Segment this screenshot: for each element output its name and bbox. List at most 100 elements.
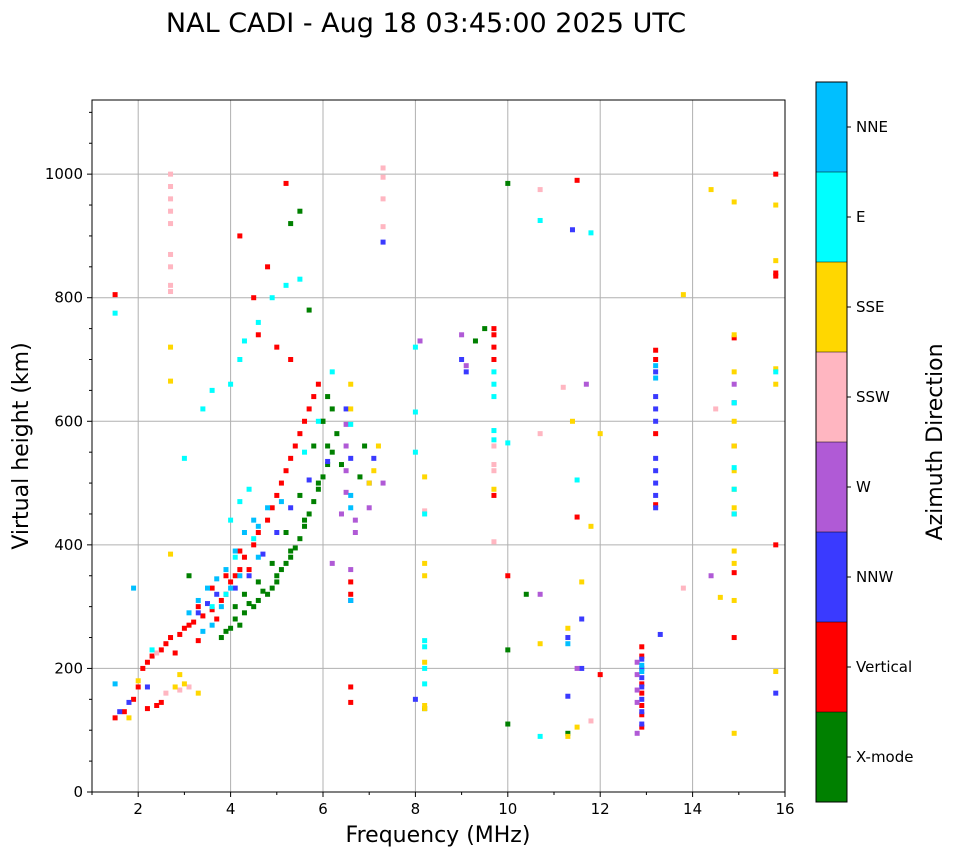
echo-point-nne — [653, 375, 659, 381]
echo-point-ssw — [163, 690, 169, 696]
echo-point-x-mode — [218, 635, 224, 641]
echo-point-x-mode — [329, 406, 335, 412]
echo-point-sse — [773, 258, 779, 264]
x-tick-label: 10 — [498, 800, 517, 818]
x-tick-label: 14 — [683, 800, 702, 818]
echo-point-vertical — [195, 604, 201, 610]
echo-point-ssw — [168, 251, 174, 257]
echo-point-ssw — [168, 282, 174, 288]
echo-point-vertical — [653, 357, 659, 362]
echo-point-sse — [731, 597, 737, 603]
echo-point-e — [232, 554, 238, 560]
echo-point-vertical — [639, 681, 645, 687]
echo-point-e — [491, 381, 497, 387]
x-tick-label: 4 — [226, 800, 236, 818]
echo-point-sse — [126, 715, 132, 721]
echo-point-nnw — [639, 721, 645, 727]
echo-point-w — [343, 468, 349, 474]
echo-point-e — [149, 647, 155, 653]
echo-point-x-mode — [482, 326, 488, 332]
echo-point-x-mode — [505, 180, 511, 186]
echo-point-x-mode — [232, 616, 238, 622]
echo-point-vertical — [232, 573, 238, 579]
echo-point-e — [412, 344, 418, 350]
echo-point-sse — [366, 480, 372, 486]
echo-point-vertical — [218, 597, 224, 603]
echo-point-vertical — [292, 443, 298, 449]
colorbar-segment — [816, 262, 847, 352]
echo-point-vertical — [255, 530, 261, 535]
echo-point-vertical — [177, 631, 183, 637]
echo-point-w — [634, 699, 640, 705]
echo-point-e — [255, 319, 261, 325]
echo-point-nnw — [380, 239, 386, 245]
echo-point-vertical — [574, 177, 580, 183]
echo-point-x-mode — [306, 511, 312, 517]
echo-point-w — [634, 672, 640, 678]
echo-point-nnw — [246, 573, 252, 579]
echo-point-sse — [168, 344, 174, 350]
echo-point-ssw — [713, 406, 719, 412]
echo-point-e — [209, 604, 215, 610]
echo-point-w — [634, 659, 640, 665]
echo-point-ssw — [560, 384, 566, 390]
echo-point-x-mode — [505, 647, 511, 653]
echo-point-nnw — [348, 455, 354, 461]
echo-point-nnw — [459, 357, 465, 362]
echo-point-nnw — [653, 406, 659, 412]
echo-point-x-mode — [274, 579, 280, 585]
echo-point-x-mode — [255, 579, 261, 585]
echo-point-x-mode — [297, 492, 303, 498]
echo-point-e — [228, 381, 234, 387]
echo-point-sse — [371, 468, 377, 474]
echo-point-vertical — [265, 517, 271, 523]
echo-point-e — [269, 295, 275, 301]
echo-point-sse — [348, 381, 354, 387]
echo-point-x-mode — [302, 517, 308, 523]
echo-point-sse — [579, 579, 585, 585]
echo-point-e — [588, 230, 594, 236]
echo-point-vertical — [255, 332, 261, 338]
echo-point-nne — [348, 505, 354, 511]
echo-point-x-mode — [186, 573, 192, 579]
echo-point-x-mode — [297, 536, 303, 542]
echo-point-nne — [255, 523, 261, 529]
echo-point-vertical — [214, 616, 220, 622]
echo-point-sse — [565, 625, 571, 631]
echo-point-nne — [251, 517, 257, 523]
colorbar-segment — [816, 442, 847, 532]
echo-point-e — [315, 418, 321, 424]
echo-point-x-mode — [302, 523, 308, 529]
echo-point-vertical — [348, 699, 354, 705]
echo-point-x-mode — [269, 585, 275, 591]
x-axis-ticks: 2 4 6 8 10 12 14 16 — [91, 792, 795, 818]
echo-point-vertical — [311, 394, 317, 400]
echo-point-x-mode — [288, 548, 294, 554]
echo-point-x-mode — [565, 730, 571, 736]
echo-point-vertical — [172, 650, 178, 656]
colorbar-segment — [816, 622, 847, 712]
echo-point-nnw — [260, 551, 266, 557]
echo-point-sse — [491, 486, 497, 492]
echo-point-vertical — [135, 684, 141, 690]
echo-point-w — [537, 591, 543, 597]
echo-point-x-mode — [265, 591, 271, 597]
echo-point-vertical — [140, 665, 146, 671]
echo-point-nnw — [412, 696, 418, 702]
echo-point-nnw — [195, 610, 201, 616]
echo-point-nnw — [371, 455, 377, 461]
echo-point-vertical — [251, 295, 257, 301]
echo-point-vertical — [246, 567, 252, 573]
echo-point-ssw — [168, 208, 174, 214]
echo-point-e — [302, 449, 308, 455]
echo-point-x-mode — [306, 307, 312, 313]
echo-point-vertical — [283, 468, 289, 474]
echo-point-nne — [232, 548, 238, 554]
echo-point-vertical — [223, 573, 229, 579]
colorbar-label-vertical: Vertical — [856, 658, 912, 676]
echo-point-nnw — [288, 505, 294, 511]
echo-point-e — [112, 310, 118, 316]
echo-point-x-mode — [288, 221, 294, 227]
echo-point-ssw — [491, 443, 497, 449]
echo-point-nnw — [205, 601, 210, 607]
